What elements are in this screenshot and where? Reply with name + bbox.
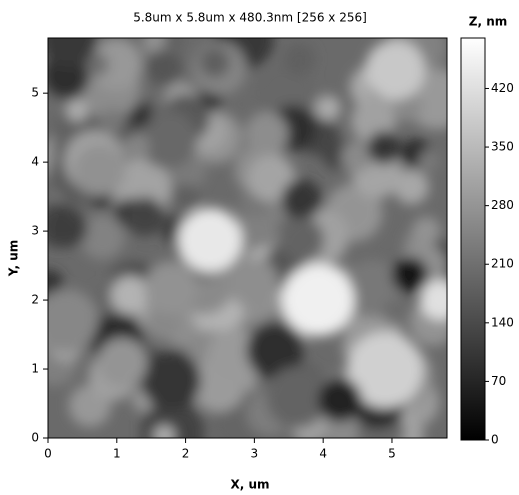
grain (138, 109, 197, 169)
grain (367, 131, 401, 165)
y-tick-label: 5 (31, 86, 39, 100)
y-tick-label: 3 (31, 224, 39, 238)
grain (246, 321, 304, 379)
grain (97, 337, 148, 388)
grain (392, 257, 428, 293)
grain (281, 179, 322, 220)
y-tick-label: 0 (31, 431, 39, 445)
colorbar-tick-label: 0 (491, 433, 499, 447)
x-tick-label: 3 (251, 447, 259, 461)
chart-title: 5.8um x 5.8um x 480.3nm [256 x 256] (133, 11, 367, 25)
grain (237, 192, 266, 221)
colorbar-tick-label: 70 (491, 374, 506, 388)
grain (90, 38, 143, 91)
grain (315, 95, 341, 121)
colorbar-tick-label: 140 (491, 315, 514, 329)
grain (85, 52, 109, 77)
x-tick-label: 4 (319, 447, 327, 461)
grain (144, 261, 198, 315)
y-tick-label: 1 (31, 362, 39, 376)
grain (48, 38, 98, 68)
y-tick-label: 4 (31, 155, 39, 169)
grain (420, 280, 447, 320)
grain (50, 210, 88, 247)
grain (412, 216, 441, 245)
colorbar-tick-label: 350 (491, 140, 514, 154)
x-tick-label: 2 (182, 447, 190, 461)
grain (79, 214, 125, 260)
grain (228, 258, 280, 309)
x-axis-label: X, um (230, 478, 269, 492)
x-tick-label: 5 (388, 447, 396, 461)
y-tick-label: 2 (31, 293, 39, 307)
grain (110, 275, 150, 315)
grain (264, 203, 286, 225)
grain (153, 425, 176, 438)
y-axis-label: Y, um (7, 240, 21, 278)
grain (382, 299, 408, 325)
colorbar-tick-label: 280 (491, 198, 514, 212)
grain (393, 169, 429, 205)
colorbar-tick-label: 420 (491, 81, 514, 95)
colorbar-tick-label: 210 (491, 257, 514, 271)
colorbar (460, 37, 486, 441)
grain (145, 49, 183, 86)
grain (341, 141, 373, 173)
grain (174, 184, 200, 211)
grain (417, 150, 440, 172)
grain (125, 197, 165, 237)
grain (266, 366, 328, 428)
grain (347, 332, 423, 408)
grain (73, 144, 125, 197)
colorbar-label: Z, nm (469, 15, 507, 29)
grain (178, 208, 242, 272)
grain (282, 42, 316, 76)
grain (318, 378, 362, 422)
grain (199, 47, 230, 78)
plot-frame (47, 37, 448, 439)
x-tick-label: 1 (113, 447, 121, 461)
grain (141, 350, 201, 411)
grain (247, 154, 296, 203)
grain (66, 99, 88, 122)
grain (123, 133, 150, 160)
grain (280, 217, 325, 262)
grain (48, 288, 98, 353)
grain (163, 38, 184, 50)
afm-image (48, 38, 447, 438)
grain (244, 111, 289, 156)
grain (130, 105, 152, 127)
grain (99, 108, 126, 135)
grain (282, 264, 354, 336)
grain (365, 40, 425, 100)
grain (392, 92, 422, 122)
x-tick-label: 0 (44, 447, 52, 461)
